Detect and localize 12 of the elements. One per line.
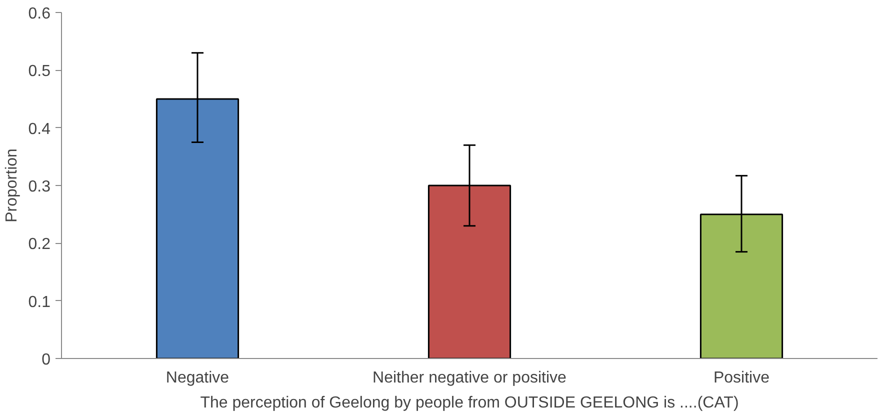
x-axis-title: The perception of Geelong by people from OUTSIDE GEELONG is ....(CAT) — [200, 394, 739, 412]
x-tick-label: Positive — [713, 370, 770, 386]
y-tick-label: 0 — [42, 352, 51, 368]
y-tick-label: 0.3 — [28, 178, 51, 196]
x-tick-label: Negative — [166, 370, 230, 386]
y-tick-label: 0.6 — [28, 6, 51, 22]
y-tick-label: 0.4 — [28, 120, 51, 138]
y-tick-label: 0.5 — [28, 63, 51, 80]
x-tick-label: Neither negative or positive — [372, 370, 567, 386]
y-axis-title: Proportion — [3, 148, 20, 222]
y-tick-label: 0.1 — [28, 294, 51, 311]
y-tick-label: 0.2 — [28, 236, 51, 254]
